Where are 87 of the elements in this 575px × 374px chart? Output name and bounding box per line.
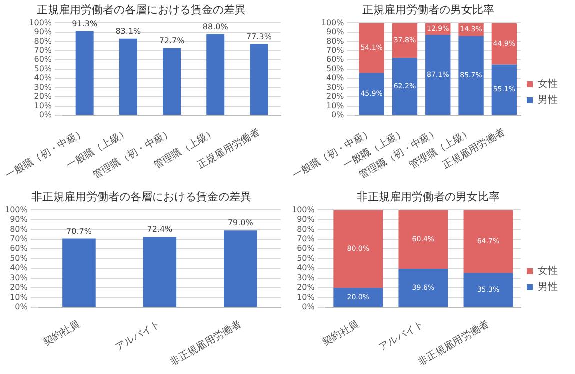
- y-tick-label: 20%: [10, 283, 28, 292]
- bar: [62, 238, 96, 308]
- bar: [76, 31, 94, 116]
- y-tick-label: 70%: [326, 46, 345, 55]
- bar: [426, 35, 451, 116]
- y-tick-label: 80%: [34, 36, 52, 46]
- bar: [119, 38, 138, 116]
- y-tick-label: 100%: [292, 205, 316, 214]
- y-tick-label: 90%: [10, 215, 28, 224]
- y-tick-label: 60%: [326, 55, 345, 64]
- bar: [334, 288, 384, 308]
- chart-title: 非正規雇用労働者の各層における賃金の差異: [32, 190, 252, 204]
- y-tick-label: 60%: [34, 55, 52, 64]
- y-tick-label: 80%: [10, 224, 28, 234]
- y-tick-label: 20%: [326, 92, 345, 102]
- data-label: 77.3%: [246, 32, 272, 42]
- bar: [359, 73, 384, 116]
- y-tick-label: 60%: [10, 244, 28, 254]
- data-label: 88.0%: [202, 22, 229, 32]
- bar: [492, 64, 518, 116]
- bar: [143, 237, 177, 308]
- y-tick-label: 60%: [297, 244, 316, 254]
- data-label: 72.4%: [147, 225, 174, 234]
- bar: [250, 44, 268, 116]
- y-tick-label: 20%: [297, 283, 316, 292]
- data-label: 91.3%: [72, 19, 98, 28]
- legend-label: 男性: [538, 94, 558, 106]
- y-tick-label: 90%: [34, 28, 52, 37]
- y-tick-label: 40%: [10, 264, 28, 273]
- chart-title: 非正規雇用労働者の男女比率: [357, 190, 500, 204]
- bar: [398, 210, 448, 270]
- y-tick-label: 90%: [326, 28, 345, 37]
- y-tick-label: 40%: [34, 74, 52, 83]
- y-tick-label: 0%: [302, 302, 316, 312]
- y-tick-label: 30%: [297, 273, 316, 282]
- y-tick-label: 80%: [297, 224, 316, 234]
- y-tick-label: 0%: [39, 110, 52, 120]
- y-tick-label: 70%: [34, 46, 52, 55]
- y-tick-label: 40%: [297, 264, 316, 273]
- y-tick-label: 30%: [10, 273, 28, 282]
- y-tick-label: 70%: [297, 234, 316, 244]
- bar: [334, 210, 384, 288]
- bar: [492, 23, 518, 65]
- y-tick-label: 10%: [10, 292, 28, 302]
- bar: [392, 23, 418, 58]
- y-tick-label: 70%: [10, 234, 28, 244]
- legend-label: 男性: [538, 281, 558, 294]
- y-tick-label: 90%: [297, 215, 316, 224]
- y-tick-label: 50%: [34, 64, 52, 74]
- bar: [163, 48, 182, 116]
- x-tick-label: 契約社員: [41, 318, 82, 349]
- x-tick-label: アルバイト: [377, 319, 426, 354]
- x-tick-label: アルバイト: [114, 319, 163, 354]
- y-tick-label: 10%: [326, 101, 345, 110]
- y-tick-label: 0%: [332, 110, 345, 120]
- x-tick-label: 非正規雇用労働者: [168, 318, 244, 369]
- chart-title: 正規雇用労働者の男女比率: [362, 3, 494, 16]
- y-tick-label: 50%: [10, 254, 28, 263]
- legend-label: 女性: [538, 265, 558, 278]
- legend-label: 女性: [538, 78, 558, 90]
- bar: [206, 34, 225, 116]
- x-tick-label: 契約社員: [320, 318, 362, 349]
- y-tick-label: 30%: [34, 82, 52, 92]
- y-tick-label: 100%: [29, 18, 52, 28]
- y-tick-label: 40%: [326, 74, 345, 83]
- bar: [464, 273, 514, 308]
- bar: [398, 269, 448, 308]
- data-label: 72.7%: [159, 36, 186, 46]
- y-tick-label: 20%: [34, 92, 52, 102]
- bar: [458, 36, 484, 116]
- y-tick-label: 30%: [326, 82, 345, 92]
- y-tick-label: 80%: [326, 36, 345, 46]
- bar: [359, 23, 384, 74]
- y-tick-label: 50%: [297, 254, 316, 263]
- data-label: 70.7%: [66, 226, 92, 236]
- y-tick-label: 10%: [34, 101, 52, 110]
- bar: [464, 210, 514, 274]
- data-label: 83.1%: [116, 26, 142, 36]
- chart-title: 正規雇用労働者の各層における賃金の差異: [37, 3, 246, 16]
- bar: [224, 230, 258, 308]
- y-tick-label: 50%: [326, 64, 345, 74]
- y-tick-label: 100%: [4, 205, 28, 214]
- data-label: 79.0%: [228, 218, 254, 228]
- y-tick-label: 10%: [297, 292, 316, 302]
- y-tick-label: 0%: [15, 302, 28, 312]
- y-tick-label: 100%: [321, 18, 345, 28]
- bar: [392, 58, 418, 116]
